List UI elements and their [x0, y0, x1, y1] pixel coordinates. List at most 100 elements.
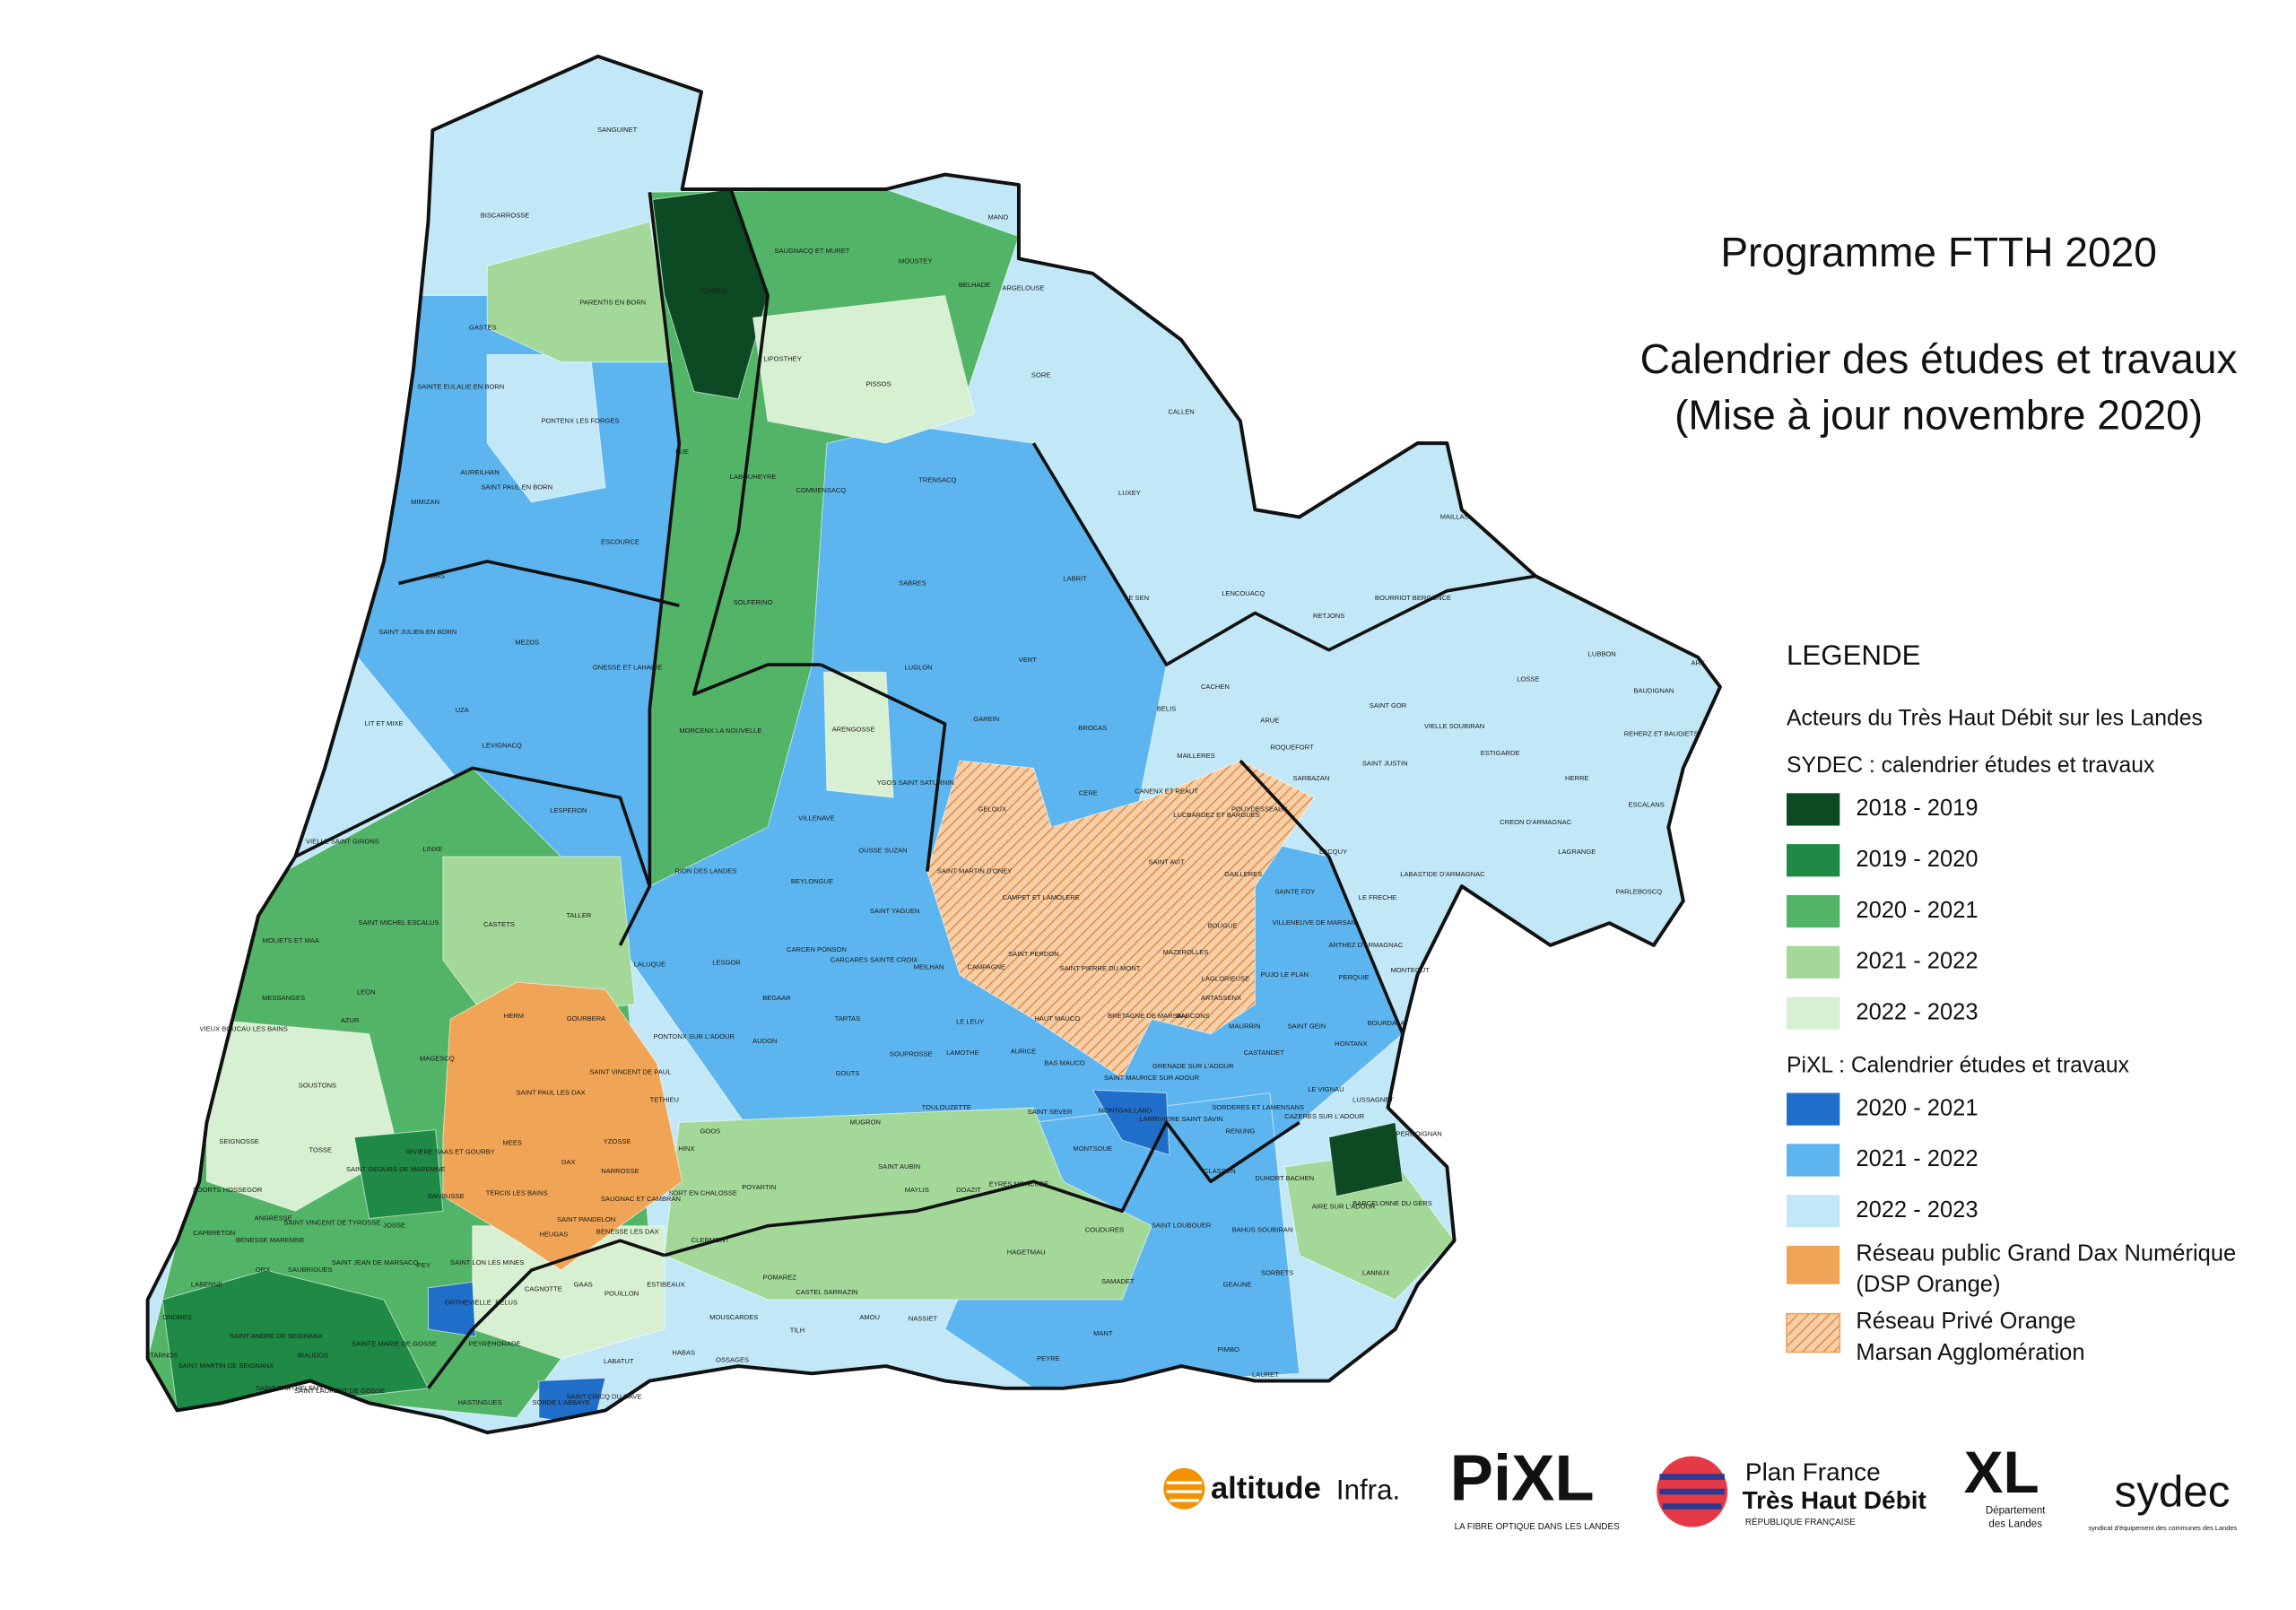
legend-swatch: [1786, 1312, 1841, 1353]
legend-label: Réseau Privé Orange: [1856, 1309, 2075, 1334]
commune-label: LE VIGNAU: [1308, 1085, 1344, 1093]
department-map: [147, 56, 1720, 1433]
commune-label: GAREIN: [973, 715, 999, 723]
commune-label: BROCAS: [1078, 724, 1107, 732]
commune-label: BEYLONGUE: [791, 877, 833, 885]
commune-labels: SANGUINET BISCARROSSE GASTES SAINTE EULALIE…: [150, 126, 1705, 1406]
commune-label: SAINTE MARIE DE GOSSE: [352, 1339, 437, 1347]
commune-label: LOSSE: [1517, 675, 1539, 683]
commune-label: BASCONS: [1177, 1012, 1210, 1020]
commune-label: PIMBO: [1218, 1345, 1239, 1353]
commune-label: BOURDALAT: [1368, 1019, 1409, 1027]
commune-label: TETHIEU: [650, 1096, 679, 1104]
commune-label: CASTETS: [483, 920, 515, 928]
commune-label: NASSIET: [909, 1314, 938, 1322]
logo-text: Département: [1986, 1505, 2046, 1516]
commune-label: YGOS SAINT SATURNIN: [877, 779, 954, 787]
commune-label: CAZERES SUR L'ADOUR: [1284, 1112, 1364, 1120]
commune-label: MANT: [1093, 1329, 1113, 1337]
commune-label: LE SEN: [1125, 594, 1149, 602]
zone-pixl-2020-2021: [1091, 1089, 1170, 1156]
commune-label: ESCOURCE: [601, 537, 639, 545]
commune-label: PERQUIE: [1339, 973, 1370, 981]
commune-label: LANNUX: [1362, 1268, 1390, 1276]
logo-text: des Landes: [1988, 1519, 2042, 1529]
commune-label: CANENX ET REAUT: [1135, 788, 1198, 796]
commune-label: LEON: [357, 988, 376, 996]
commune-label: HERM: [504, 1012, 524, 1020]
commune-label: OUSSE SUZAN: [858, 847, 907, 855]
commune-label: MIMIZAN: [411, 498, 439, 506]
commune-label: LE FRECHE: [1359, 893, 1396, 901]
legend-group-title: PiXL : Calendrier études et travaux: [1787, 1053, 2130, 1077]
commune-label: LE LEUY: [956, 1018, 984, 1026]
commune-label: LESPERON: [550, 806, 587, 814]
commune-label: SAINT GEOURS DE MAREMNE: [346, 1165, 445, 1173]
commune-label: BOUGUE: [1208, 921, 1238, 929]
commune-label: MOUSCARDES: [709, 1313, 758, 1321]
commune-label: MONTGAILLARD: [1099, 1106, 1152, 1114]
commune-label: ANGRESSE: [255, 1214, 292, 1222]
commune-label: LEVIGNACQ: [483, 742, 522, 750]
commune-label: POUYDESSEAUX: [1231, 805, 1288, 813]
commune-label: VILLENAVE: [798, 814, 835, 822]
commune-label: LABRIT: [1063, 575, 1087, 583]
commune-label: LAGRANGE: [1558, 848, 1596, 856]
zone-sydec-2018-2019: [1328, 1121, 1404, 1197]
commune-label: TARTAS: [835, 1014, 861, 1023]
commune-label: LESGOR: [712, 959, 741, 967]
commune-label: SAINT PAUL LES DAX: [516, 1089, 585, 1097]
zone-sydec-2022-2023: [205, 1018, 400, 1212]
legend-group-title: SYDEC : calendrier études et travaux: [1787, 753, 2155, 778]
commune-label: SORBETS: [1261, 1268, 1293, 1276]
legend-heading: Acteurs du Très Haut Débit sur les Lande…: [1787, 707, 2203, 731]
commune-label: SAMADET: [1101, 1277, 1135, 1285]
commune-label: POYARTIN: [742, 1183, 776, 1191]
legend-swatch: [1787, 844, 1840, 877]
commune-label: SAINT VINCENT DE PAUL: [589, 1067, 671, 1075]
commune-label: MEILHAN: [914, 963, 944, 971]
commune-label: CAMPAGNE: [967, 963, 1005, 971]
commune-label: SAINT LAURENT DE GOSSE: [294, 1387, 385, 1395]
commune-label: ARTASSENX: [1201, 994, 1241, 1002]
epci-boundary: [1031, 442, 1536, 666]
commune-label: SAINT SEVER: [1028, 1108, 1073, 1116]
commune-label: ORTHEVIELLE: [445, 1298, 491, 1306]
legend-label: 2020 - 2021: [1856, 1095, 1978, 1120]
logos: altitude Infra. PiXL LA FIBRE OPTIQUE DA…: [1163, 1439, 2237, 1532]
commune-label: AURICE: [1011, 1047, 1037, 1055]
commune-label: HAGETMAU: [1007, 1248, 1046, 1256]
commune-label: LUCBARDEZ ET BARGUES: [1173, 811, 1260, 819]
epci-boundary: [820, 663, 947, 872]
commune-label: LABOUHEYRE: [730, 473, 777, 481]
commune-label: AUREILHAN: [460, 468, 499, 476]
commune-label: SAUBRIGUES: [288, 1266, 333, 1274]
commune-label: SAINT JUSTIN: [1362, 759, 1408, 767]
commune-label: SOLFERINO: [734, 598, 773, 606]
commune-label: SAINT GEIN: [1288, 1022, 1326, 1030]
commune-label: GOURBERA: [567, 1014, 606, 1023]
commune-label: TERCIS LES BAINS: [486, 1188, 548, 1197]
commune-label: CAPBRETON: [193, 1229, 235, 1237]
legend-label: Marsan Agglomération: [1856, 1340, 2084, 1365]
commune-label: ARTHEZ D'ARMAGNAC: [1328, 941, 1403, 949]
commune-label: BELIS: [1157, 704, 1176, 712]
commune-label: REHERZ ET BAUDIETS: [1624, 729, 1699, 737]
commune-label: TOSSE: [309, 1146, 332, 1154]
legend-swatch: [1787, 1144, 1840, 1177]
commune-label: SOUSTONS: [299, 1081, 336, 1089]
commune-label: SARBAZAN: [1293, 774, 1330, 782]
commune-label: LABENNE: [191, 1281, 222, 1289]
title: Programme FTTH 2020: [1720, 229, 2157, 275]
commune-label: MEES: [503, 1139, 522, 1147]
zone-sydec-2021-2022: [486, 221, 673, 363]
commune-label: LAMOTHE: [946, 1049, 979, 1057]
commune-label: LINXE: [422, 845, 442, 853]
commune-label: MONTEGUT: [1391, 966, 1431, 974]
commune-label: DUHORT BACHEN: [1255, 1174, 1314, 1182]
commune-label: HEUGAS: [539, 1231, 568, 1239]
commune-label: YZOSSE: [604, 1137, 631, 1145]
commune-label: MONTSOUE: [1073, 1144, 1112, 1153]
commune-label: RETJONS: [1313, 612, 1344, 620]
commune-label: GOOS: [700, 1127, 721, 1135]
